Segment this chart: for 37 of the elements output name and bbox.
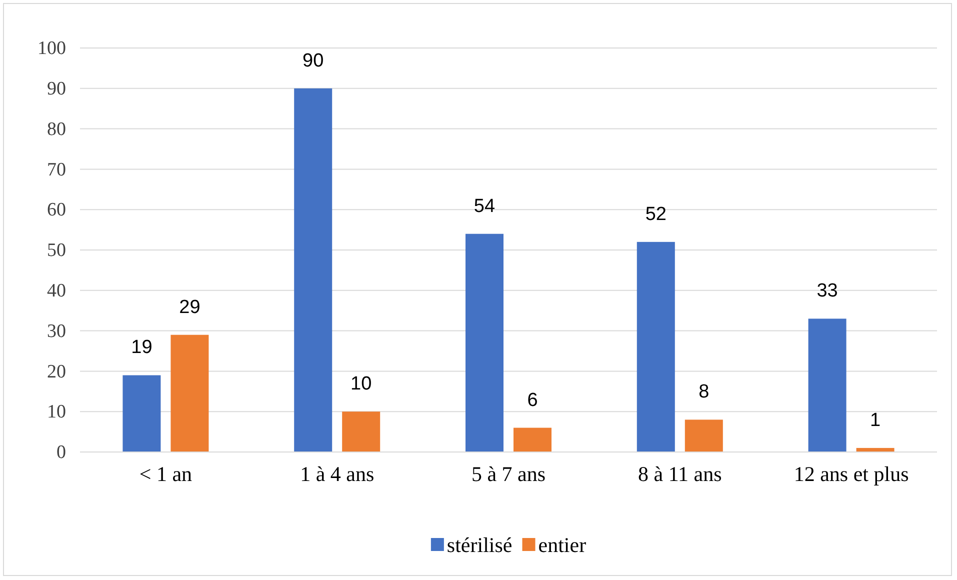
- data-label: 90: [302, 50, 324, 72]
- y-tick-label: 20: [47, 361, 66, 382]
- data-label: 33: [816, 280, 838, 302]
- x-tick-label: 5 à 7 ans: [471, 462, 546, 486]
- bar: [122, 375, 161, 452]
- bar: [466, 234, 504, 452]
- bar: [342, 412, 380, 452]
- data-label: 54: [474, 196, 496, 217]
- y-tick-label: 70: [47, 159, 66, 180]
- y-tick-label: 90: [47, 78, 66, 100]
- x-tick-label: 8 à 11 ans: [638, 462, 722, 486]
- x-tick-label: 1 à 4 ans: [300, 462, 374, 486]
- x-tick-label: < 1 an: [139, 462, 193, 486]
- data-label: 1: [870, 410, 881, 431]
- y-tick-label: 10: [47, 402, 66, 423]
- data-label: 52: [645, 204, 666, 225]
- y-tick-label: 100: [38, 38, 66, 60]
- data-label: 10: [350, 374, 372, 395]
- y-tick-label: 60: [47, 200, 66, 221]
- y-tick-label: 50: [47, 240, 66, 262]
- bar: [684, 420, 723, 452]
- bar: [514, 428, 552, 452]
- bar: [808, 318, 846, 452]
- x-tick-label: 12 ans et plus: [794, 462, 909, 486]
- bar: [294, 88, 332, 452]
- bar: [636, 242, 675, 452]
- data-label: 8: [698, 382, 710, 403]
- bar: [170, 334, 209, 452]
- data-label: 6: [527, 390, 538, 411]
- legend-label: stérilisé: [446, 533, 512, 557]
- y-tick-label: 0: [56, 442, 66, 464]
- y-tick-label: 30: [47, 320, 66, 342]
- data-label: 19: [131, 337, 152, 358]
- y-tick-label: 80: [47, 118, 66, 140]
- y-tick-label: 40: [47, 280, 66, 302]
- data-label: 29: [179, 296, 200, 318]
- legend-label: entier: [538, 533, 586, 557]
